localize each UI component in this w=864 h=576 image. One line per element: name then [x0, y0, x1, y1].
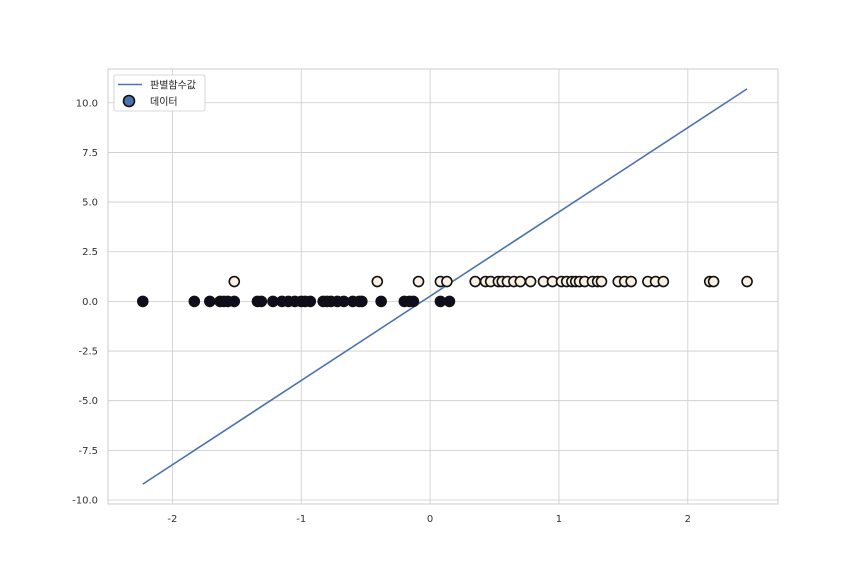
x-tick-label: -1: [296, 514, 306, 525]
x-tick-label: 0: [427, 514, 433, 525]
data-point-class0: [255, 295, 268, 308]
x-tick-label: -2: [167, 514, 177, 525]
y-tick-label: 10.0: [76, 98, 98, 109]
legend: 판별함수값 데이터: [113, 74, 206, 112]
legend-label-line: 판별함수값: [150, 80, 196, 92]
data-point-class0: [136, 295, 149, 308]
legend-label-scatter: 데이터: [150, 96, 178, 108]
data-point-class1: [625, 275, 637, 288]
x-tick-label: 2: [685, 514, 691, 525]
data-point-class0: [356, 295, 368, 308]
axes-frame: [107, 68, 779, 505]
data-point-class1: [441, 275, 453, 288]
data-point-class0: [203, 295, 216, 308]
data-point-class1: [371, 275, 384, 288]
data-point-class1: [707, 275, 720, 288]
data-point-class0: [304, 295, 317, 308]
data-point-class1: [524, 275, 537, 288]
data-point-class0: [375, 295, 387, 308]
y-tick-label: 5.0: [82, 198, 98, 209]
data-point-class1: [595, 275, 608, 288]
y-tick-label: -7.5: [78, 446, 98, 457]
y-tick-label: -5.0: [78, 396, 98, 407]
data-point-class0: [188, 295, 201, 308]
tick-labels: -2 -1 0 1 2 -10.0 -7.5 -5.0 -2.5 0.0 2.5 5.0 7.5 10.0: [72, 98, 691, 525]
data-point-class1: [657, 275, 670, 288]
data-point-class0: [443, 295, 456, 308]
legend-marker-swatch: [122, 94, 136, 108]
point-layer: [136, 275, 753, 308]
y-tick-label: 7.5: [82, 148, 98, 159]
y-tick-label: -2.5: [78, 347, 98, 358]
y-tick-label: 0.0: [82, 297, 98, 308]
data-point-class1: [228, 275, 241, 288]
y-tick-label: 2.5: [82, 247, 98, 258]
data-point-class1: [741, 275, 753, 288]
data-point-class0: [407, 295, 420, 308]
data-point-class0: [228, 295, 241, 308]
y-tick-label: -10.0: [72, 496, 98, 507]
grid: [108, 69, 778, 504]
data-point-class1: [412, 275, 425, 288]
data-point-class1: [469, 275, 482, 288]
x-tick-label: 1: [556, 514, 562, 525]
data-point-class1: [514, 275, 527, 288]
